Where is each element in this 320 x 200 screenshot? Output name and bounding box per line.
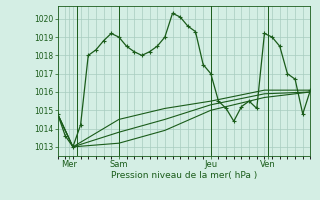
X-axis label: Pression niveau de la mer( hPa ): Pression niveau de la mer( hPa ) [111,171,257,180]
